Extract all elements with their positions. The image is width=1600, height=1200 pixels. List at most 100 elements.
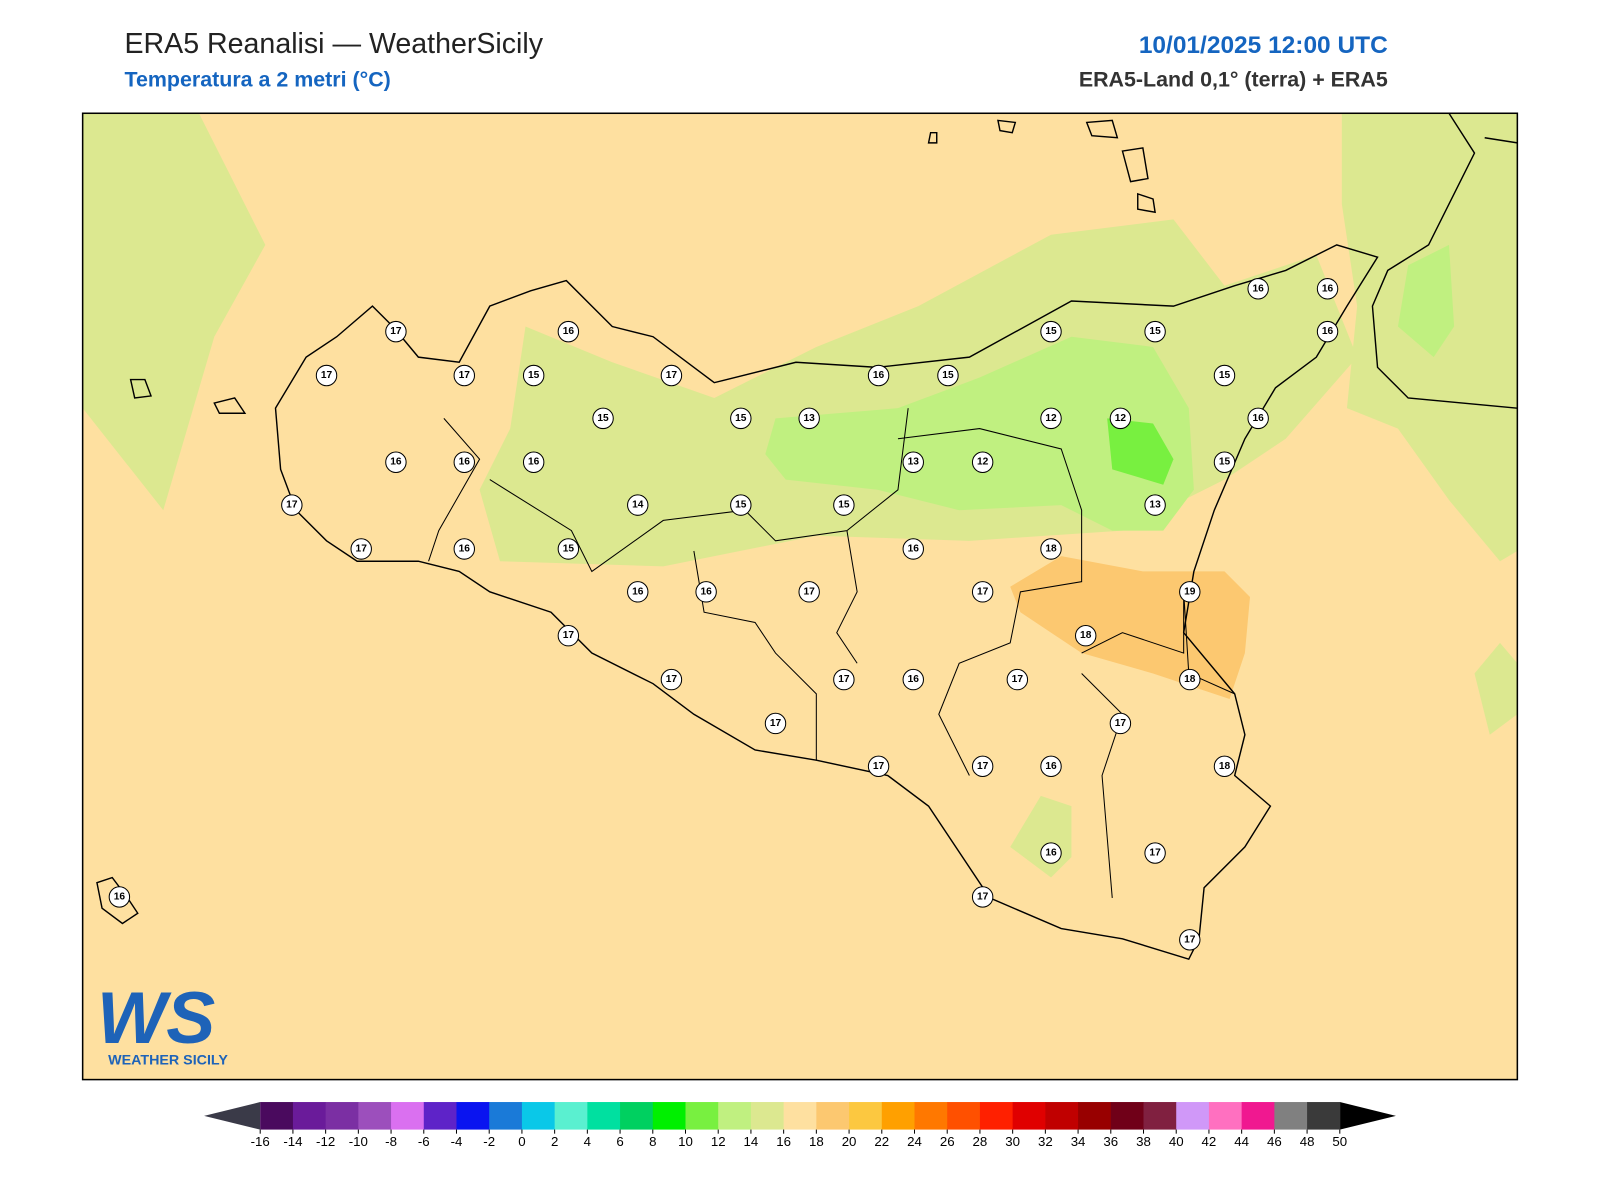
colorbar-tick-label: -14 (283, 1134, 302, 1149)
source: ERA5-Land 0,1° (terra) + ERA5 (1079, 68, 1388, 92)
station-value: 17 (838, 674, 850, 685)
station-marker (867, 364, 890, 387)
station-value: 17 (977, 761, 989, 772)
station-marker (833, 494, 855, 516)
stations: 17 16 17 17 15 17 16 15 15 15 16 16 16 15 15 15 13 12 12 16… (108, 278, 1339, 951)
subtitle: Temperatura a 2 metri (°C) (124, 68, 390, 92)
station-marker (833, 668, 855, 691)
station-marker (1144, 842, 1166, 864)
station-marker (453, 538, 475, 560)
colorbar-tick-label: 42 (1202, 1134, 1217, 1149)
station-marker (971, 451, 994, 473)
station-value: 17 (356, 543, 368, 554)
station-marker (798, 581, 820, 603)
station-value: 16 (1322, 283, 1334, 294)
station-marker (1213, 755, 1236, 778)
logo-text: WEATHER SICILY (108, 1052, 228, 1068)
map-frame (81, 112, 1519, 1081)
colorbar-tick-label: 44 (1234, 1134, 1249, 1149)
station-value: 16 (908, 674, 920, 685)
colorbar-tick-label: 24 (907, 1134, 922, 1149)
colorbar-swatch (260, 1102, 294, 1130)
colorbar-tick-label: 20 (842, 1134, 857, 1149)
station-marker (971, 886, 994, 908)
station-marker (1109, 407, 1132, 430)
colorbar-tick-label: 38 (1136, 1134, 1151, 1149)
station-marker (522, 451, 545, 473)
station-value: 15 (735, 500, 747, 511)
colorbar-swatch (1045, 1102, 1079, 1130)
station-value: 12 (1045, 413, 1057, 424)
station-marker (1006, 668, 1029, 691)
colorbar-tick-label: 46 (1267, 1134, 1282, 1149)
colorbar-tick-label: 34 (1071, 1134, 1086, 1149)
station-value: 17 (1012, 674, 1024, 685)
colorbar-swatch (587, 1102, 621, 1130)
colorbar-tick-label: 32 (1038, 1134, 1053, 1149)
colorbar-under (204, 1102, 261, 1130)
station-value: 16 (1252, 413, 1264, 424)
colorbar-swatch (1078, 1102, 1112, 1130)
station-marker (350, 538, 372, 560)
station-value: 16 (1045, 848, 1057, 859)
station-marker (1144, 494, 1166, 516)
colorbar-swatch (1176, 1102, 1210, 1130)
station-value: 17 (1184, 934, 1196, 945)
station-marker (1040, 538, 1062, 560)
station-marker (557, 320, 580, 343)
station-marker (1040, 842, 1062, 864)
station-value: 16 (1252, 283, 1264, 294)
station-marker (1179, 668, 1201, 691)
colorbar-swatch (979, 1102, 1014, 1130)
colorbar-swatch (423, 1102, 458, 1130)
station-marker (902, 538, 924, 560)
calabria-coast (1371, 113, 1518, 409)
station-value: 18 (1045, 543, 1057, 554)
colorbar-tick-label: 12 (711, 1134, 726, 1149)
colorbar-swatch (554, 1102, 588, 1130)
colorbar-tick-label: 16 (776, 1134, 791, 1149)
colorbar-tick-label: -8 (385, 1134, 397, 1149)
station-value: 17 (286, 500, 298, 511)
colorbar-tick-label: 26 (940, 1134, 955, 1149)
station-value: 16 (1045, 761, 1057, 772)
station-value: 16 (563, 326, 575, 337)
station-marker (1040, 755, 1062, 778)
station-marker (730, 407, 752, 430)
station-marker (108, 886, 131, 908)
colorbar-swatch (489, 1102, 523, 1130)
station-value: 16 (459, 457, 471, 468)
station-value: 15 (942, 370, 954, 381)
colorbar-swatch (849, 1102, 883, 1130)
station-marker (971, 581, 994, 603)
station-marker (1179, 929, 1201, 951)
logo: WS WEATHER SICILY (97, 976, 228, 1068)
station-value: 17 (1115, 718, 1127, 729)
station-value: 17 (804, 586, 816, 597)
station-value: 19 (1184, 586, 1196, 597)
station-marker (627, 581, 649, 603)
station-value: 17 (666, 674, 678, 685)
field-area (1474, 642, 1518, 735)
station-value: 15 (1045, 326, 1057, 337)
station-marker (557, 538, 580, 560)
station-marker (1040, 320, 1062, 343)
station-value: 13 (1149, 500, 1161, 511)
station-marker (627, 494, 649, 516)
station-marker (522, 364, 545, 387)
station-value: 14 (632, 500, 644, 511)
colorbar-swatch (391, 1102, 425, 1130)
station-value: 12 (1115, 413, 1127, 424)
colorbar-swatch (325, 1102, 359, 1130)
station-marker (1247, 278, 1269, 300)
station-value: 16 (908, 543, 920, 554)
station-value: 18 (1080, 630, 1092, 641)
colorbar-tick-label: 4 (584, 1134, 591, 1149)
station-value: 15 (735, 413, 747, 424)
station-value: 17 (873, 761, 885, 772)
colorbar-tick-label: 30 (1005, 1134, 1020, 1149)
station-value: 17 (1149, 848, 1161, 859)
colorbar-tick-label: -4 (451, 1134, 463, 1149)
